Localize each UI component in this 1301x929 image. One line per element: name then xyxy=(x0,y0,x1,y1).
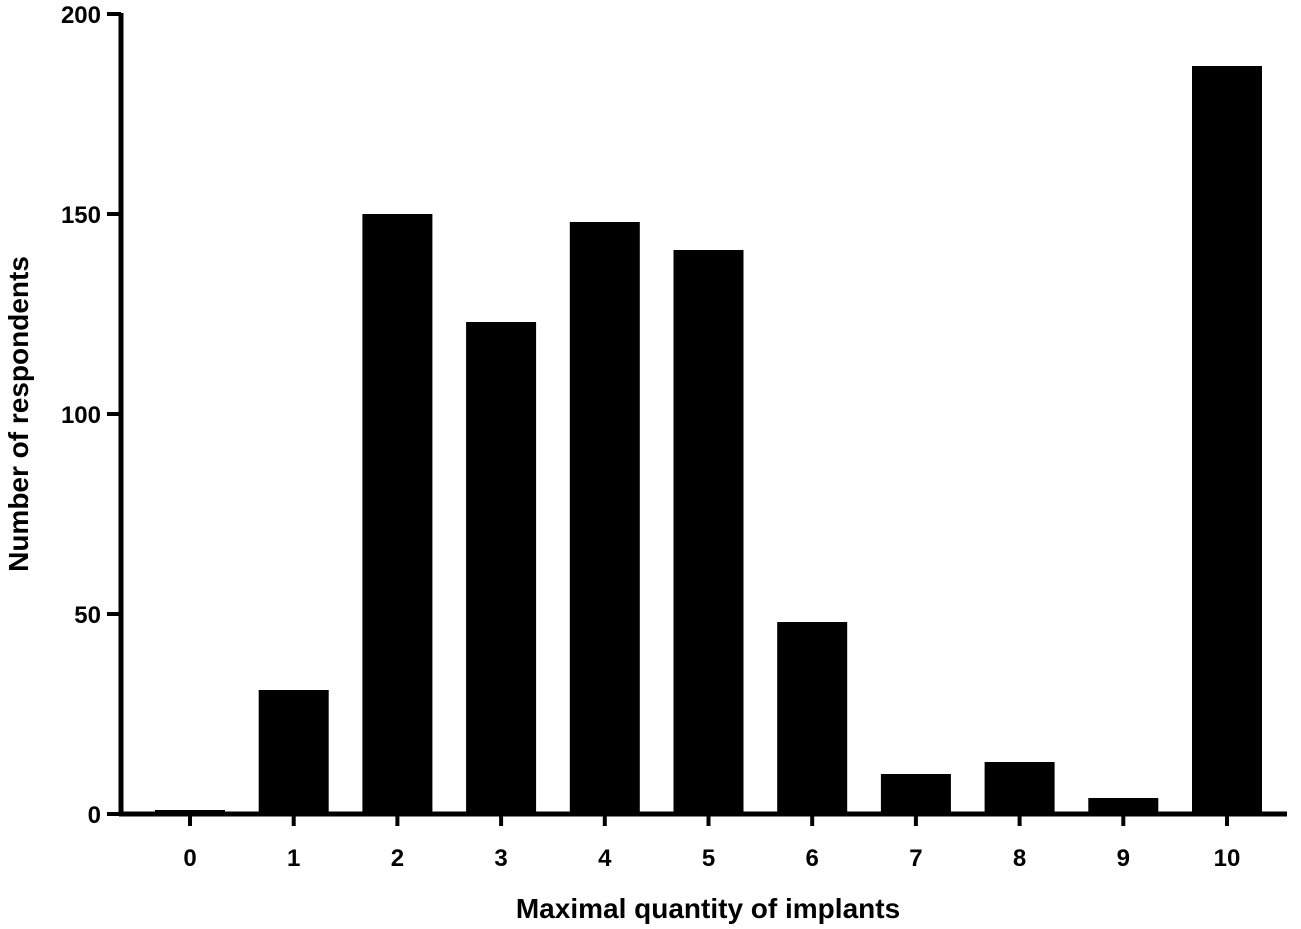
x-ticks-group: 0 1 2 3 4 5 6 7 8 9 10 xyxy=(183,814,1240,872)
x-tick-label: 0 xyxy=(183,845,196,872)
bars-group xyxy=(155,66,1262,814)
x-tick-label: 9 xyxy=(1117,845,1130,872)
y-tick-label: 150 xyxy=(61,202,101,229)
bar-9 xyxy=(1088,798,1159,814)
x-tick-label: 8 xyxy=(1013,845,1026,872)
y-tick-label: 0 xyxy=(88,802,101,829)
x-tick-label: 2 xyxy=(391,845,404,872)
x-tick-label: 7 xyxy=(909,845,922,872)
bar-5 xyxy=(673,250,744,814)
bar-2 xyxy=(362,214,433,814)
bar-3 xyxy=(466,322,537,814)
x-tick-label: 4 xyxy=(598,845,612,872)
y-tick-label: 50 xyxy=(74,602,101,629)
bar-6 xyxy=(777,622,848,814)
bar-7 xyxy=(880,774,951,814)
bar-8 xyxy=(984,762,1055,814)
bar-4 xyxy=(569,222,640,814)
x-axis-title: Maximal quantity of implants xyxy=(516,893,900,924)
bar-10 xyxy=(1192,66,1262,814)
x-tick-label: 5 xyxy=(702,845,715,872)
y-tick-label: 100 xyxy=(61,402,101,429)
x-tick-label: 3 xyxy=(494,845,507,872)
x-tick-label: 1 xyxy=(287,845,300,872)
y-axis-title: Number of respondents xyxy=(3,256,34,572)
x-tick-label: 6 xyxy=(806,845,819,872)
bar-1 xyxy=(258,690,329,814)
y-ticks-group: 0 50 100 150 200 xyxy=(61,2,121,829)
x-tick-label: 10 xyxy=(1214,845,1241,872)
y-tick-label: 200 xyxy=(61,2,101,29)
